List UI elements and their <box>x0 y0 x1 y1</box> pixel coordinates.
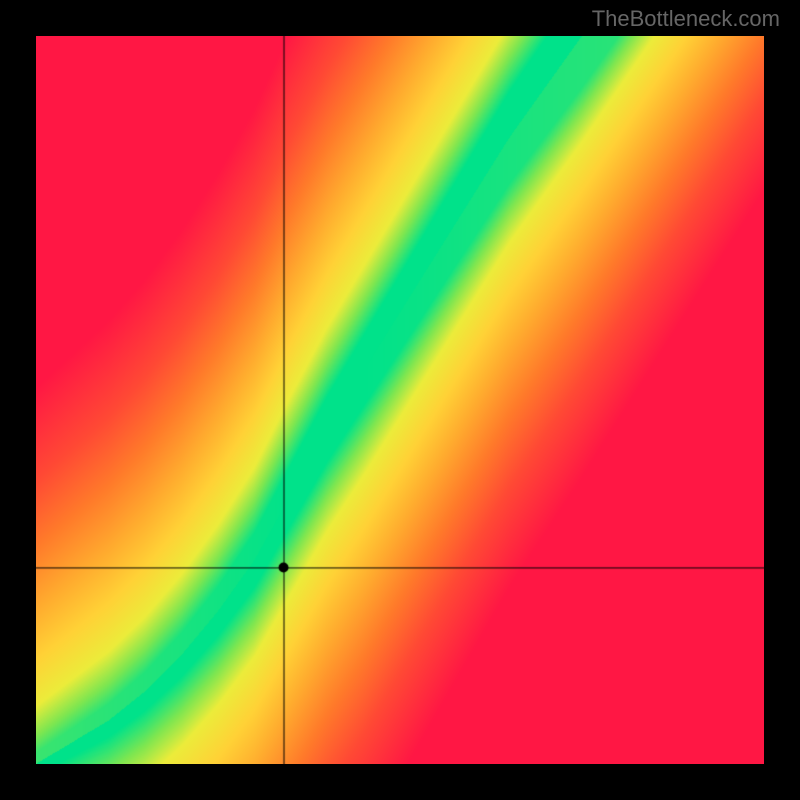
bottleneck-heatmap <box>36 36 764 764</box>
watermark-text: TheBottleneck.com <box>592 6 780 32</box>
chart-container: TheBottleneck.com <box>0 0 800 800</box>
